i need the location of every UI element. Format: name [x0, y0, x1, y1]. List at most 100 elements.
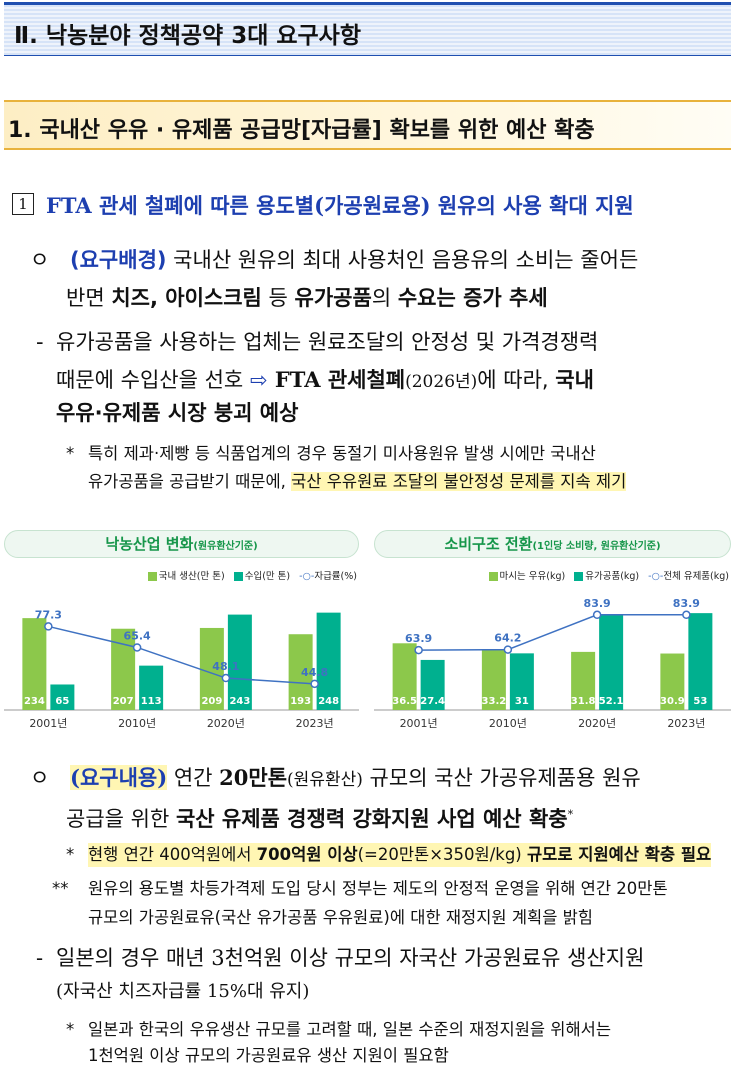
text: 등 — [261, 286, 295, 310]
item-number-box: 1 — [12, 193, 34, 215]
bar — [420, 659, 445, 710]
item-title-rest: 관세 철폐에 따른 용도별(가공원료용) 원유의 사용 확대 지원 — [91, 193, 634, 218]
x-tick-label: 2010년 — [489, 717, 527, 730]
chart2-title: 소비구조 전환(1인당 소비량, 원유환산기준) — [374, 530, 731, 558]
bar-value-label: 207 — [113, 696, 134, 707]
dash2-line-2: (자국산 치즈자급률 15%대 유지) — [56, 981, 310, 1002]
request-line-1: ㅇ (요구내용) 연간 20만톤(원유환산) 규모의 국산 가공유제품용 원유 — [30, 763, 641, 795]
dash1-line-1: 유가공품을 사용하는 업체는 원료조달의 안정성 및 가격경쟁력 — [56, 330, 599, 354]
bar-value-label: 65 — [55, 696, 69, 707]
subsection-header: 1. 국내산 우유 · 유제품 공급망[자급률] 확보를 위한 예산 확충 — [4, 100, 731, 150]
bar-value-label: 248 — [318, 696, 339, 707]
section-header: Ⅱ. 낙농분야 정책공약 3대 요구사항 — [4, 2, 731, 56]
dash2-mark: - — [36, 946, 44, 970]
chart2-subtitle: (1인당 소비량, 원유환산기준) — [532, 541, 661, 552]
legend-label: 국내 생산(만 톤) — [158, 571, 225, 582]
legend-swatch-teal — [233, 572, 243, 581]
line-series — [48, 625, 315, 685]
legend-label: 유가공품(kg) — [585, 571, 640, 582]
chart-dairy-industry: 낙농산업 변화(원유환산기준) 국내 생산(만 톤) 수입(만 톤) -○-자급… — [4, 530, 359, 740]
note4-line-2: 1천억원 이상 규모의 가공원료유 생산 지원이 필요함 — [88, 1046, 449, 1065]
line-value-label: 48.1 — [212, 660, 239, 673]
bar-value-label: 193 — [290, 696, 311, 707]
text: 유가공품을 공급받기 때문에, — [88, 472, 292, 491]
note3-line-2: 규모의 가공원료유(국산 유가공품 우유원료)에 대한 재정지원 계획을 밝힘 — [88, 908, 593, 927]
note4-line-1: 일본과 한국의 우유생산 규모를 고려할 때, 일본 수준의 재정지원을 위해서… — [88, 1020, 612, 1039]
bar-value-label: 31 — [515, 696, 529, 707]
bar — [392, 643, 417, 710]
text: 의 — [423, 472, 444, 491]
text: 연간 — [167, 766, 220, 790]
note1-line-2: 유가공품을 공급받기 때문에, 국산 우유원료 조달의 불안정성 문제를 지속 … — [88, 470, 627, 494]
line-point — [682, 610, 691, 620]
text: 지속 제기 — [560, 472, 627, 491]
note3-line-1: 원유의 용도별 차등가격제 도입 당시 정부는 제도의 안정적 운영을 위해 연… — [88, 879, 668, 898]
note-mark: * — [66, 444, 75, 463]
bar — [199, 627, 224, 710]
section-title: Ⅱ. 낙농분야 정책공약 3대 요구사항 — [14, 23, 361, 49]
chart2-legend: 마시는 우유(kg) 유가공품(kg) -○-전체 유제품(kg) — [488, 568, 729, 582]
dash1-line-2: 때문에 수입산을 선호 ⇨ FTA 관세철폐(2026년)에 따라, 국내 — [56, 365, 594, 397]
background-text: 국내산 원유의 최대 사용처인 음용유의 소비는 줄어든 — [166, 248, 639, 272]
bar-value-label: 234 — [24, 696, 45, 707]
x-tick-label: 2010년 — [118, 717, 156, 730]
line-point — [44, 622, 53, 631]
note-mark: * — [66, 845, 75, 864]
legend-swatch-green — [147, 572, 157, 581]
line-point — [592, 610, 602, 620]
item-title-fta: FTA — [46, 193, 92, 218]
dash2-line-1: 일본의 경우 매년 3천억원 이상 규모의 자국산 가공원료유 생산지원 — [56, 946, 645, 970]
x-tick-label: 2020년 — [207, 717, 245, 730]
x-tick-label: 2023년 — [667, 717, 705, 730]
text-bold: FTA 관세철폐 — [267, 367, 406, 392]
dash1-mark: - — [36, 330, 44, 354]
background-label: (요구배경) — [70, 248, 167, 272]
text: 반면 — [66, 286, 112, 310]
text-bold: 국산 유제품 경쟁력 강화지원 사업 예산 확충 — [175, 806, 568, 831]
bar-value-label: 36.5 — [392, 696, 417, 707]
bar-value-label: 33.2 — [482, 696, 507, 707]
note2-line-1: 현행 연간 400억원에서 700억원 이상(=20만톤×350원/kg) 규모… — [88, 843, 712, 867]
bar-value-label: 31.8 — [571, 696, 596, 707]
subsection-title: 1. 국내산 우유 · 유제품 공급망[자급률] 확보를 위한 예산 확충 — [8, 118, 595, 143]
text-bold: 국내 — [555, 368, 594, 392]
chart1-plot: 234 65 2001년 207 113 2010년 209 243 2020년 193 248 20… — [4, 608, 359, 730]
text: 국산 우유원료 조달 — [291, 472, 424, 491]
text-bold: 수요는 증가 추세 — [397, 286, 548, 310]
text: 의 — [371, 286, 398, 310]
x-tick-label: 2023년 — [296, 717, 334, 730]
background-line-1: ㅇ (요구배경) 국내산 원유의 최대 사용처인 음용유의 소비는 줄어든 — [30, 245, 638, 275]
bar — [288, 634, 313, 710]
line-point — [503, 645, 513, 654]
line-value-label: 83.9 — [584, 597, 611, 610]
x-tick-label: 2001년 — [400, 717, 438, 730]
text: 공급을 위한 — [66, 807, 176, 831]
line-value-label: 63.9 — [405, 632, 432, 645]
text: 를 — [539, 472, 561, 491]
line-value-label: 65.4 — [124, 629, 151, 642]
bar-value-label: 113 — [141, 696, 162, 707]
background-line-2: 반면 치즈, 아이스크림 등 유가공품의 수요는 증가 추세 — [66, 283, 548, 313]
note1-highlight: 국산 우유원료 조달의 불안정성 문제를 지속 제기 — [291, 472, 627, 491]
bar — [688, 613, 713, 710]
text-bold: 700억원 이상 — [256, 845, 358, 864]
legend-label: 전체 유제품(kg) — [663, 571, 729, 582]
legend-line-icon: -○- — [299, 571, 315, 582]
bar — [509, 653, 534, 710]
bar — [660, 653, 685, 710]
text: (원유환산) — [287, 770, 363, 790]
line-value-label: 83.9 — [673, 597, 700, 610]
bar-value-label: 53 — [693, 696, 707, 707]
legend-swatch-teal — [574, 572, 584, 581]
chart1-title: 낙농산업 변화(원유환산기준) — [4, 530, 359, 558]
chart1-legend: 국내 생산(만 톤) 수입(만 톤) -○-자급률(%) — [147, 568, 357, 582]
line-point — [414, 645, 423, 655]
text: 현행 연간 400억원에서 — [88, 845, 257, 864]
text-bold: 규모로 지원예산 확충 필요 — [526, 845, 712, 864]
note-mark: ** — [52, 879, 69, 898]
legend-line-icon: -○- — [648, 571, 664, 582]
bar — [571, 651, 596, 710]
chart2-title-text: 소비구조 전환 — [444, 535, 533, 553]
chart-consumption-shift: 소비구조 전환(1인당 소비량, 원유환산기준) 마시는 우유(kg) 유가공품… — [374, 530, 731, 740]
legend-swatch-green — [488, 572, 498, 581]
